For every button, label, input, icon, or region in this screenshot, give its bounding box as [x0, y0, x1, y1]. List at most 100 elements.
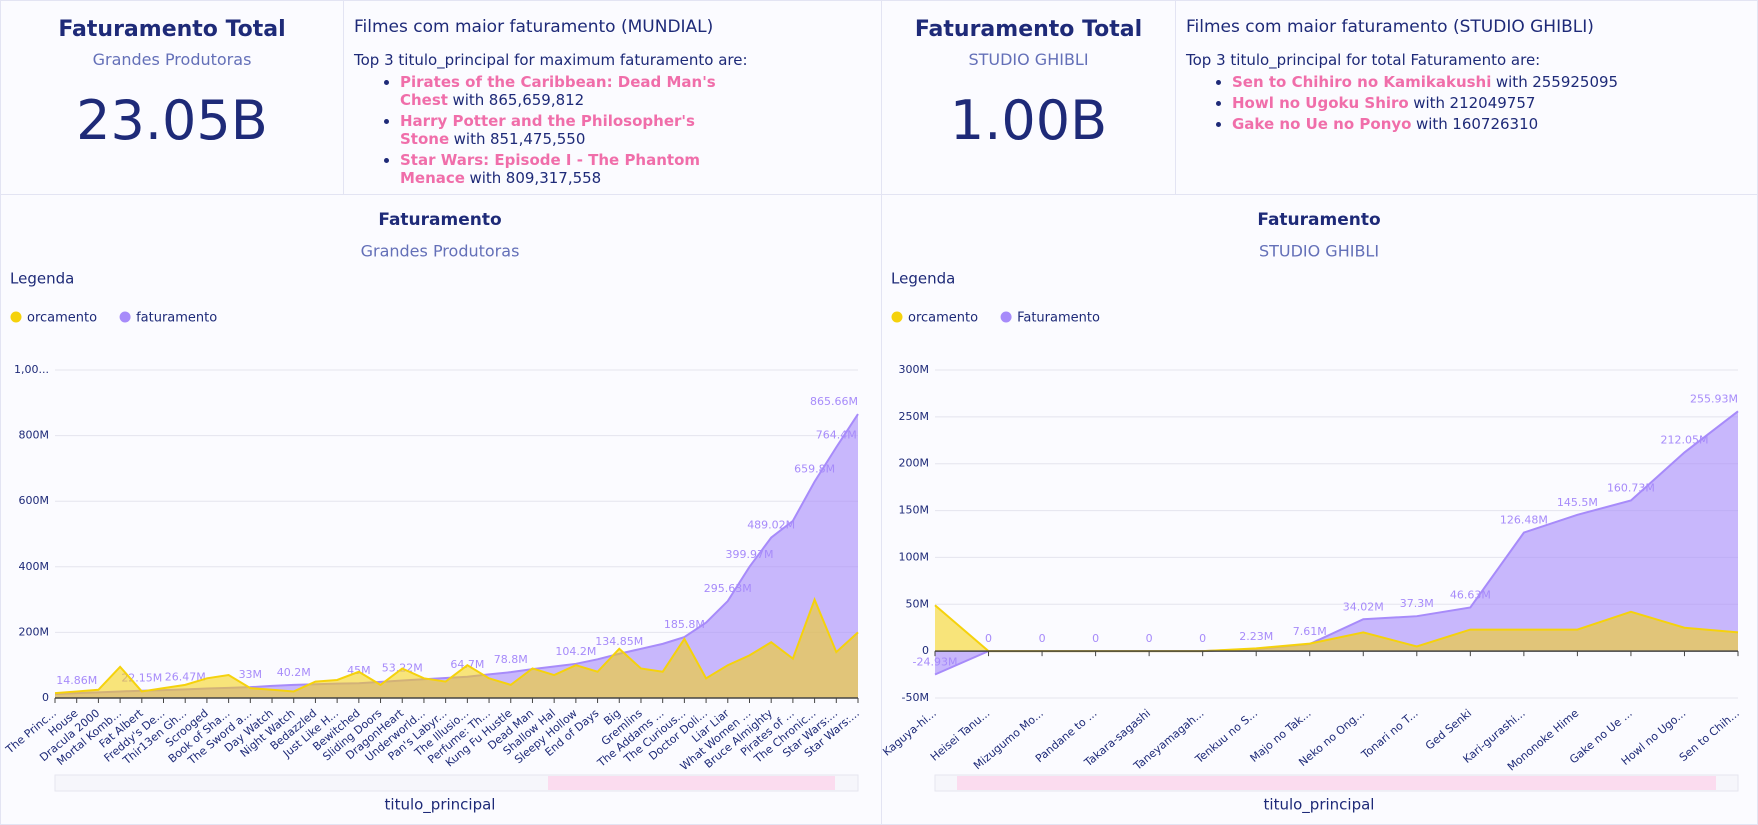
legend-swatch — [1000, 311, 1012, 323]
x-tick-label: Tonari no T... — [1358, 707, 1420, 762]
data-label: 14.86M — [56, 674, 97, 687]
legend-label: orcamento — [27, 311, 97, 326]
area — [935, 411, 1738, 675]
data-label: 659.8M — [794, 463, 835, 476]
data-label: 2.23M — [1239, 630, 1273, 643]
x-axis-title: titulo_principal — [1264, 796, 1375, 815]
legend-title: Legenda — [891, 270, 955, 288]
kpi-title: Faturamento Total — [914, 17, 1143, 42]
data-label: 0 — [1146, 632, 1153, 645]
data-label: 145.5M — [1557, 496, 1598, 509]
data-label: 295.63M — [704, 582, 752, 595]
y-tick-label: 600M — [19, 494, 50, 507]
item-name: Howl no Ugoku Shiro — [1232, 94, 1409, 112]
item-name: Star Wars: Episode I - The Phantom Menac… — [400, 151, 701, 187]
data-label: 37.3M — [1400, 597, 1434, 610]
kpi-subtitle: STUDIO GHIBLI — [968, 50, 1089, 69]
chart-title: Faturamento — [378, 210, 501, 230]
scrollbar-thumb — [957, 776, 1716, 790]
y-tick-label: 1,00... — [14, 363, 49, 376]
y-tick-label: 0 — [42, 691, 49, 704]
scrollbar-thumb — [548, 776, 835, 790]
insight-panel: Filmes com maior faturamento (MUNDIAL) T… — [343, 0, 882, 195]
data-label: 399.97M — [725, 548, 773, 561]
data-label: 33M — [239, 668, 263, 681]
area — [55, 599, 858, 698]
item-connector: with — [453, 130, 486, 148]
chart-subtitle: STUDIO GHIBLI — [1259, 242, 1379, 261]
item-connector: with — [1413, 94, 1446, 112]
y-tick-label: 250M — [899, 410, 930, 423]
legend-title: Legenda — [10, 270, 74, 288]
area — [935, 605, 1738, 652]
chart-subtitle: Grandes Produtoras — [361, 242, 520, 261]
insight-intro: Top 3 titulo_principal for maximum fatur… — [354, 51, 748, 69]
kpi-panel: Faturamento Total Grandes Produtoras 23.… — [0, 0, 344, 195]
legend-label: faturamento — [136, 311, 217, 326]
y-tick-label: 50M — [906, 597, 930, 610]
legend-label: orcamento — [908, 311, 978, 326]
y-tick-label: 100M — [899, 550, 930, 563]
kpi-subtitle: Grandes Produtoras — [92, 50, 252, 69]
item-value: 255925095 — [1532, 73, 1619, 91]
y-tick-label: 0 — [922, 644, 929, 657]
item-name: Harry Potter and the Philosopher's Stone — [400, 112, 695, 148]
data-label: 0 — [985, 632, 992, 645]
data-label: -24.93M — [913, 656, 958, 669]
kpi-value: 1.00B — [949, 89, 1108, 152]
kpi-value: 23.05B — [76, 89, 268, 152]
data-label: 489.02M — [747, 519, 795, 532]
insight-item: Sen to Chihiro no Kamikakushiwith2559250… — [1232, 73, 1757, 91]
y-tick-label: 400M — [19, 560, 50, 573]
insight-item: Star Wars: Episode I - The Phantom Menac… — [400, 151, 881, 187]
item-value: 851,475,550 — [489, 130, 586, 148]
insight-item: Harry Potter and the Philosopher's Stone… — [400, 112, 881, 148]
chart-title: Faturamento — [1257, 210, 1380, 230]
item-connector: with — [1495, 73, 1528, 91]
data-label: 126.48M — [1500, 514, 1548, 527]
legend-swatch — [10, 311, 22, 323]
data-label: 212.05M — [1660, 433, 1708, 446]
y-tick-label: 200M — [19, 625, 50, 638]
data-label: 0 — [1199, 632, 1206, 645]
y-tick-label: -50M — [902, 691, 929, 704]
data-label: 0 — [1039, 632, 1046, 645]
data-label: 34.02M — [1343, 600, 1384, 613]
kpi-title: Faturamento Total — [58, 17, 286, 42]
insight-title: Filmes com maior faturamento (STUDIO GHI… — [1186, 17, 1594, 37]
data-label: 78.8M — [494, 653, 528, 666]
x-axis-title: titulo_principal — [385, 796, 496, 815]
data-label: 104.2M — [555, 645, 596, 658]
legend-swatch — [119, 311, 131, 323]
legend-label: Faturamento — [1017, 311, 1100, 326]
line — [54, 596, 859, 695]
insight-intro: Top 3 titulo_principal for total Faturam… — [1186, 51, 1541, 69]
data-label: 0 — [1092, 632, 1099, 645]
item-value: 865,659,812 — [488, 91, 585, 109]
data-label: 865.66M — [810, 395, 858, 408]
data-label: 134.85M — [595, 635, 643, 648]
data-label: 26.47M — [165, 670, 206, 683]
insight-panel: Filmes com maior faturamento (STUDIO GHI… — [1175, 0, 1758, 195]
data-label: 160.73M — [1607, 482, 1655, 495]
insight-item: Pirates of the Caribbean: Dead Man's Che… — [400, 73, 881, 109]
item-connector: with — [469, 169, 502, 187]
insight-list: Pirates of the Caribbean: Dead Man's Che… — [354, 73, 881, 187]
kpi-panel: Faturamento Total STUDIO GHIBLI 1.00B — [881, 0, 1176, 195]
chart-panel — [0, 194, 882, 825]
item-name: Gake no Ue no Ponyo — [1232, 115, 1412, 133]
data-label: 764.4M — [816, 428, 857, 441]
item-value: 212049757 — [1449, 94, 1536, 112]
insight-list: Sen to Chihiro no Kamikakushiwith2559250… — [1186, 73, 1757, 133]
data-label: 7.61M — [1293, 625, 1327, 638]
item-connector: with — [452, 91, 485, 109]
data-label: 185.8M — [664, 618, 705, 631]
item-value: 160726310 — [1452, 115, 1539, 133]
item-value: 809,317,558 — [505, 169, 602, 187]
item-name: Sen to Chihiro no Kamikakushi — [1232, 73, 1492, 91]
y-tick-label: 150M — [899, 504, 930, 517]
